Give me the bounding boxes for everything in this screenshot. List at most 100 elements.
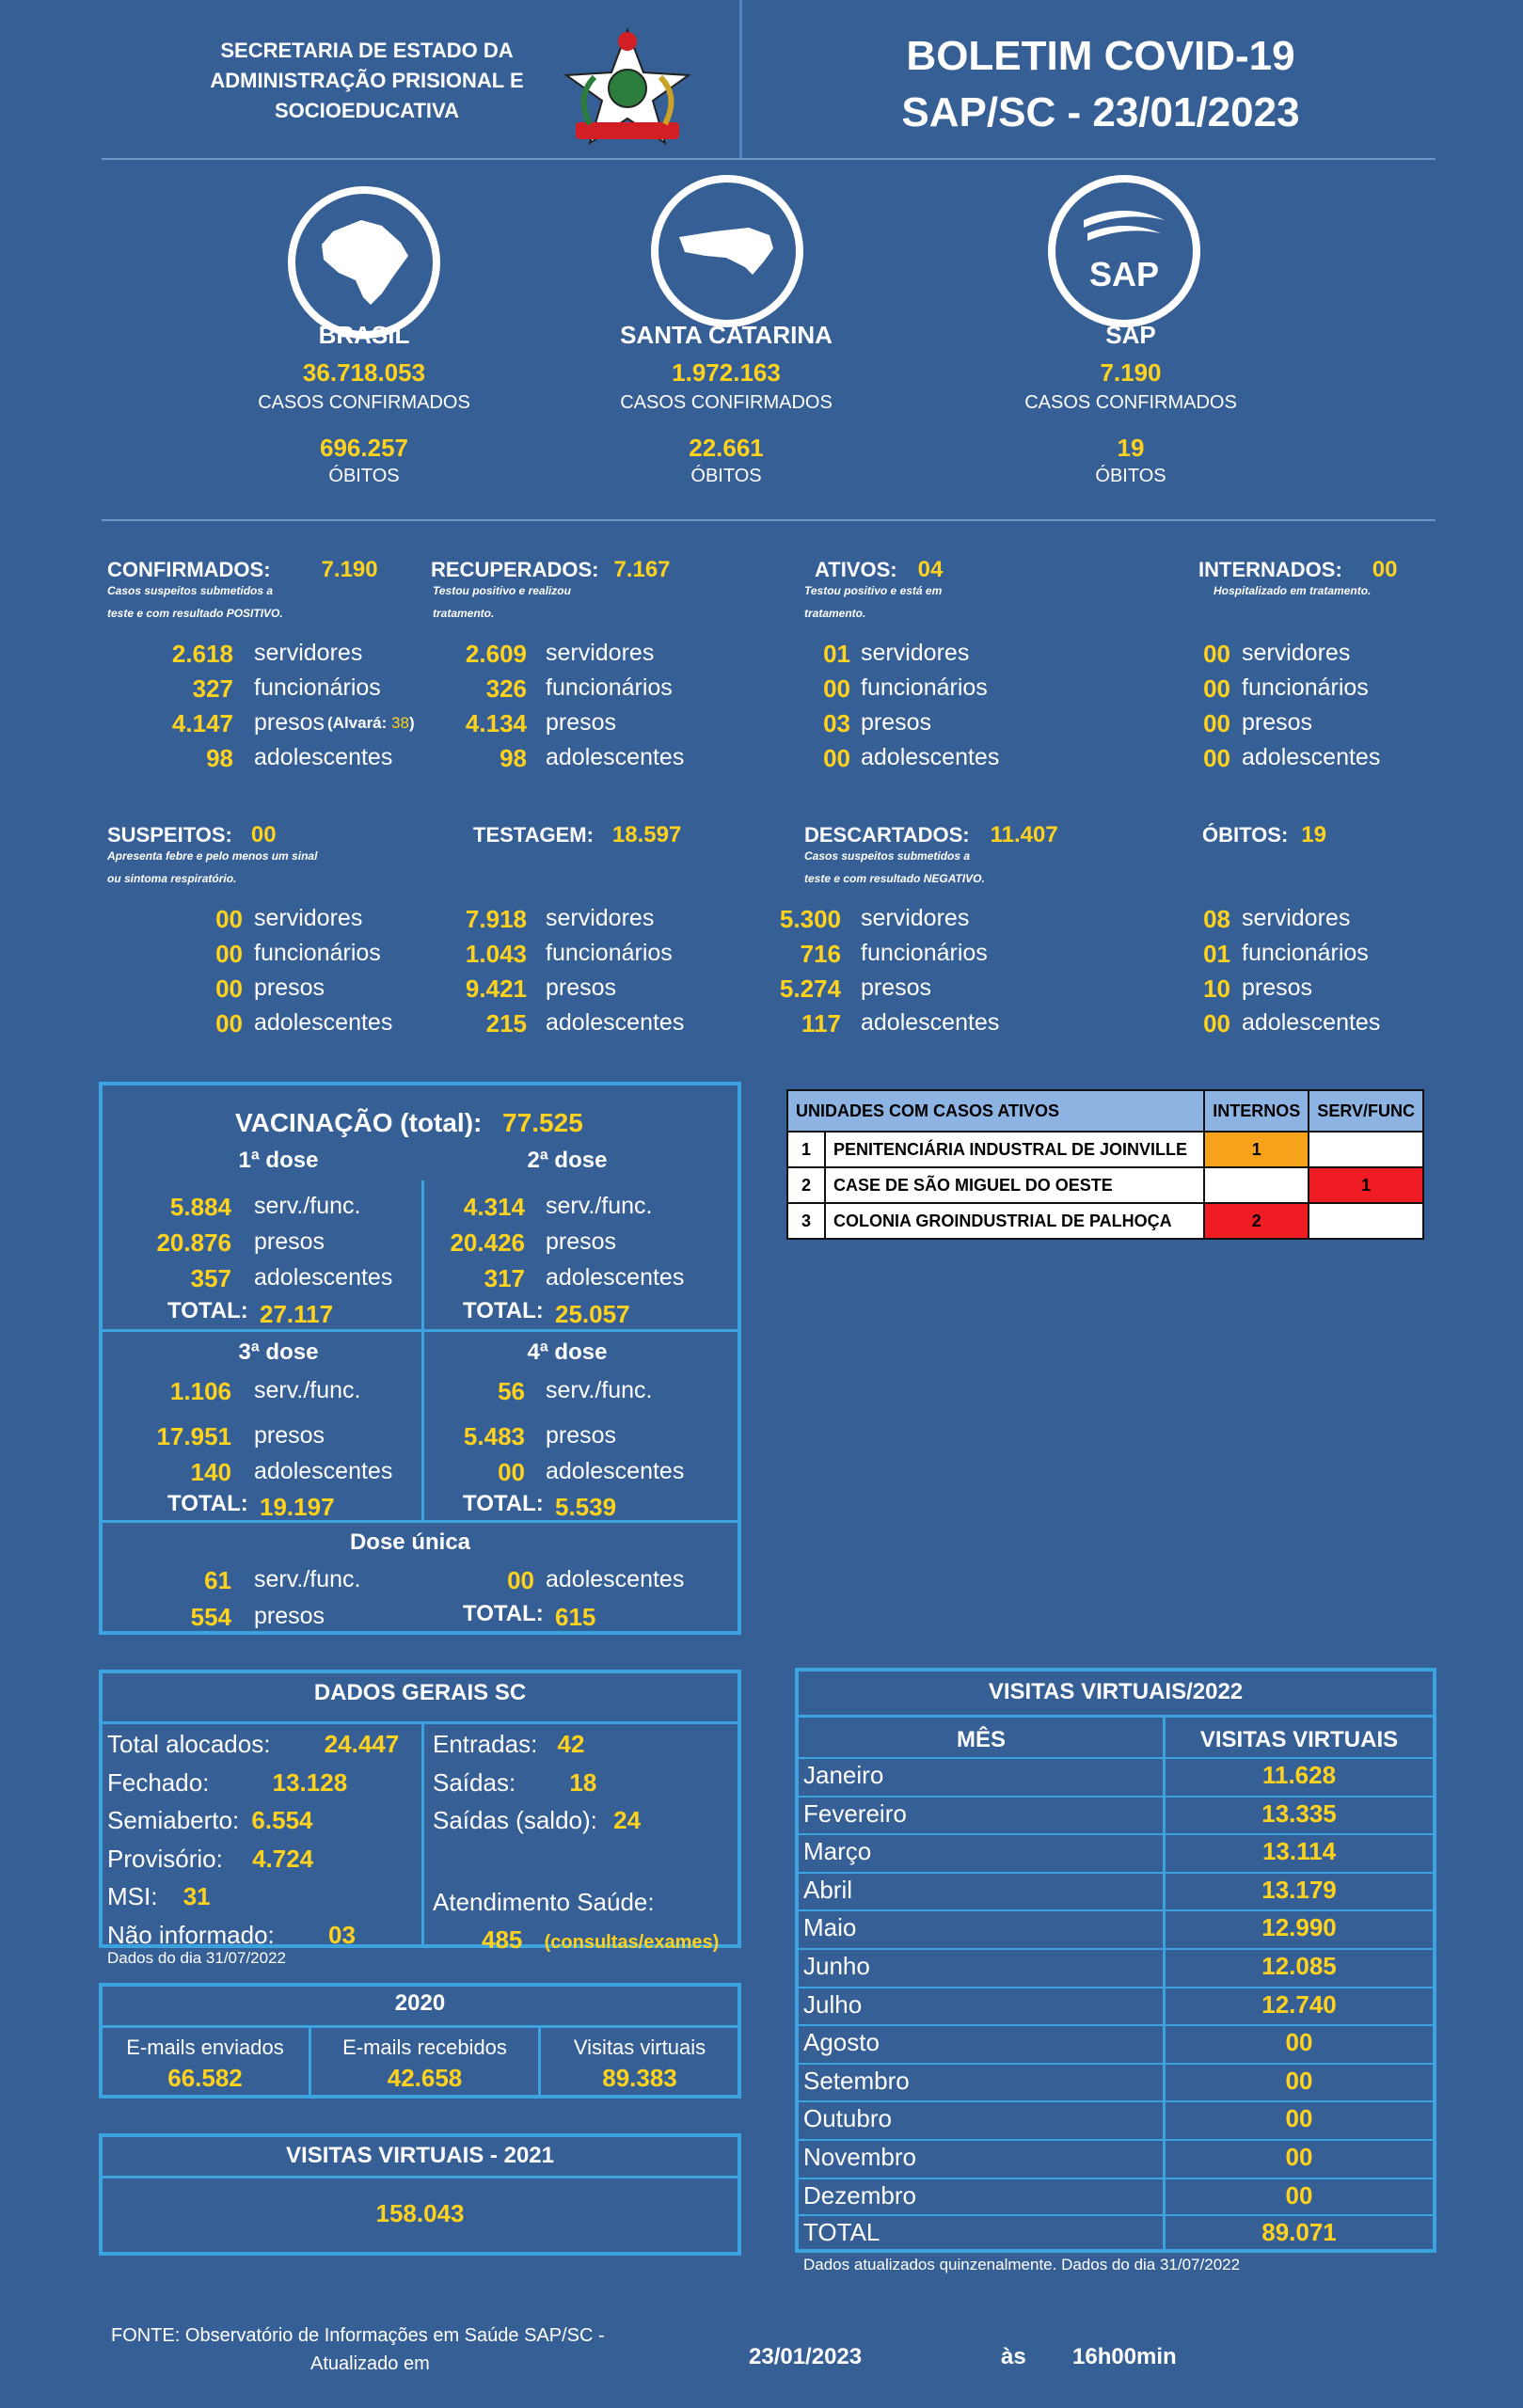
stat-adolescentes-label: adolescentes bbox=[1242, 744, 1381, 770]
visits-value: 13.335 bbox=[1261, 1798, 1337, 1828]
visits-row-line bbox=[798, 1795, 1434, 1798]
stat-note-line2: tratamento. bbox=[433, 607, 495, 620]
visits-value: 12.085 bbox=[1261, 1952, 1337, 1980]
dose-adol-label: adolescentes bbox=[254, 1264, 393, 1291]
visits-2021-panel bbox=[99, 2133, 741, 2256]
stat-total: 00 bbox=[250, 822, 277, 848]
visits-month: Abril bbox=[803, 1875, 853, 1904]
stat-funcionarios-value: 327 bbox=[192, 674, 233, 703]
stat-adolescentes-value: 00 bbox=[1203, 744, 1230, 772]
virtual-visits-2020-label: Visitas virtuais bbox=[573, 2036, 706, 2059]
entradas-value: 42 bbox=[557, 1730, 585, 1758]
stat-presos-value: 5.274 bbox=[779, 974, 841, 1003]
unit-number: 2 bbox=[786, 1166, 826, 1204]
org-name-line2: ADMINISTRAÇÃO PRISIONAL E bbox=[210, 69, 524, 92]
stat-servidores-label: servidores bbox=[546, 905, 655, 931]
dose-adol-label: adolescentes bbox=[546, 1458, 685, 1484]
alvara-note: (Alvará: 38) bbox=[327, 714, 415, 733]
stat-total: 19 bbox=[1301, 822, 1326, 848]
dose-presos-value: 20.426 bbox=[450, 1228, 525, 1257]
stat-adolescentes-value: 00 bbox=[215, 1009, 243, 1038]
visits-row-line bbox=[798, 2139, 1434, 2141]
saude-label: Atendimento Saúde: bbox=[433, 1887, 655, 1916]
region-name: SANTA CATARINA bbox=[620, 321, 833, 349]
stat-header: TESTAGEM: 18.597 bbox=[473, 822, 681, 848]
vaccination-vdivider-1 bbox=[421, 1180, 424, 1331]
stat-servidores-value: 08 bbox=[1203, 905, 1230, 933]
dose-serv-label: serv./func. bbox=[254, 1193, 361, 1219]
dose-title: 3ª dose bbox=[238, 1339, 319, 1365]
general-data-right: Entradas: 42 Saídas: 18 Saídas (saldo): … bbox=[433, 1725, 734, 1962]
general-data-title: DADOS GERAIS SC bbox=[313, 1680, 527, 1705]
stat-presos-label: presos bbox=[861, 974, 932, 1001]
units-table-row: 1 PENITENCIÁRIA INDUSTRAL DE JOINVILLE 1 bbox=[786, 1131, 1424, 1168]
dose-total-label: TOTAL: bbox=[167, 1298, 248, 1323]
visits-month: Setembro bbox=[803, 2066, 910, 2095]
stat-presos-label: presos bbox=[254, 709, 325, 736]
visits-row-line bbox=[798, 2024, 1434, 2027]
org-name: SECRETARIA DE ESTADO DA ADMINISTRAÇÃO PR… bbox=[188, 36, 546, 126]
stat-note-line1: Casos suspeitos submetidos a bbox=[107, 584, 274, 597]
stat-note-line2: tratamento. bbox=[804, 607, 866, 620]
unit-number: 3 bbox=[786, 1202, 826, 1240]
general-data-footnote: Dados do dia 31/07/2022 bbox=[107, 1949, 286, 1967]
stat-adolescentes-value: 00 bbox=[1203, 1009, 1230, 1038]
stat-presos-value: 00 bbox=[215, 974, 243, 1003]
visits-2022-col-visits: VISITAS VIRTUAIS bbox=[1199, 1727, 1399, 1752]
brazil-map-icon bbox=[288, 186, 440, 339]
general-data-panel bbox=[99, 1670, 741, 1948]
visits-value: 00 bbox=[1285, 2180, 1313, 2210]
dose-serv-label: serv./func. bbox=[254, 1566, 361, 1592]
stat-adolescentes-value: 117 bbox=[801, 1009, 841, 1038]
visits-value: 12.740 bbox=[1261, 1989, 1337, 2019]
unit-number: 1 bbox=[786, 1131, 826, 1168]
stat-adolescentes-label: adolescentes bbox=[546, 1009, 685, 1036]
visits-2022-col-month: MÊS bbox=[956, 1727, 1006, 1752]
dose-total-value: 27.117 bbox=[260, 1300, 334, 1328]
dose-presos-label: presos bbox=[546, 1228, 617, 1255]
stat-label: DESCARTADOS: bbox=[804, 823, 970, 847]
region-deaths: 22.661 bbox=[689, 434, 764, 462]
visits-value: 13.179 bbox=[1261, 1875, 1337, 1904]
stat-funcionarios-label: funcionários bbox=[546, 940, 673, 966]
unit-internos bbox=[1203, 1166, 1310, 1204]
msi-value: 31 bbox=[182, 1882, 211, 1910]
vaccination-panel bbox=[99, 1082, 741, 1635]
visits-2022-title: VISITAS VIRTUAIS/2022 bbox=[988, 1679, 1244, 1704]
alvara-label: (Alvará: bbox=[327, 714, 392, 732]
visits-month: Novembro bbox=[803, 2143, 916, 2171]
unit-serv: 1 bbox=[1308, 1166, 1424, 1204]
visits-2022-footnote: Dados atualizados quinzenalmente. Dados … bbox=[803, 2256, 1241, 2273]
visits-row-line bbox=[798, 2177, 1434, 2179]
stat-adolescentes-label: adolescentes bbox=[254, 744, 393, 770]
stat-note-line1: Testou positivo e realizou bbox=[433, 584, 571, 597]
stat-servidores-value: 00 bbox=[1203, 640, 1230, 668]
general-data-left: Total alocados: 24.447 Fechado: 13.128 S… bbox=[107, 1725, 418, 1954]
provisorio-value: 4.724 bbox=[252, 1844, 314, 1873]
visits-value: 00 bbox=[1285, 2028, 1313, 2057]
region-sap: SAP 7.190 CASOS CONFIRMADOS 19 ÓBITOS bbox=[990, 318, 1272, 485]
msi-label: MSI: bbox=[107, 1882, 158, 1910]
stat-presos-label: presos bbox=[1242, 974, 1313, 1001]
saude-note: (consultas/exames) bbox=[544, 1932, 720, 1953]
dose-title: 2ª dose bbox=[527, 1148, 608, 1173]
stat-note-line2: teste e com resultado POSITIVO. bbox=[107, 607, 283, 620]
stat-presos-label: presos bbox=[546, 709, 617, 736]
region-santa-catarina: SANTA CATARINA 1.972.163 CASOS CONFIRMAD… bbox=[585, 318, 867, 485]
dose-total-label: TOTAL: bbox=[463, 1491, 544, 1516]
vaccination-title-label: VACINAÇÃO (total): bbox=[235, 1108, 483, 1137]
header-divider bbox=[739, 0, 742, 160]
stat-adolescentes-label: adolescentes bbox=[861, 744, 1000, 770]
saude-value: 485 bbox=[482, 1925, 523, 1954]
stat-presos-label: presos bbox=[1242, 709, 1313, 736]
emails-sent-label: E-mails enviados bbox=[126, 2036, 284, 2059]
region-cases-label: CASOS CONFIRMADOS bbox=[620, 392, 833, 413]
dose-presos-value: 17.951 bbox=[156, 1422, 231, 1450]
dose-total-value: 615 bbox=[555, 1603, 596, 1631]
vaccination-title: VACINAÇÃO (total): 77.525 bbox=[235, 1108, 583, 1138]
visits-value: 13.114 bbox=[1261, 1837, 1337, 1866]
visits-2022-total-label: TOTAL bbox=[803, 2218, 880, 2246]
stat-label: SUSPEITOS: bbox=[107, 823, 232, 847]
visits-value: 11.628 bbox=[1261, 1761, 1337, 1789]
footer-source-line2: Atualizado em bbox=[310, 2353, 430, 2374]
